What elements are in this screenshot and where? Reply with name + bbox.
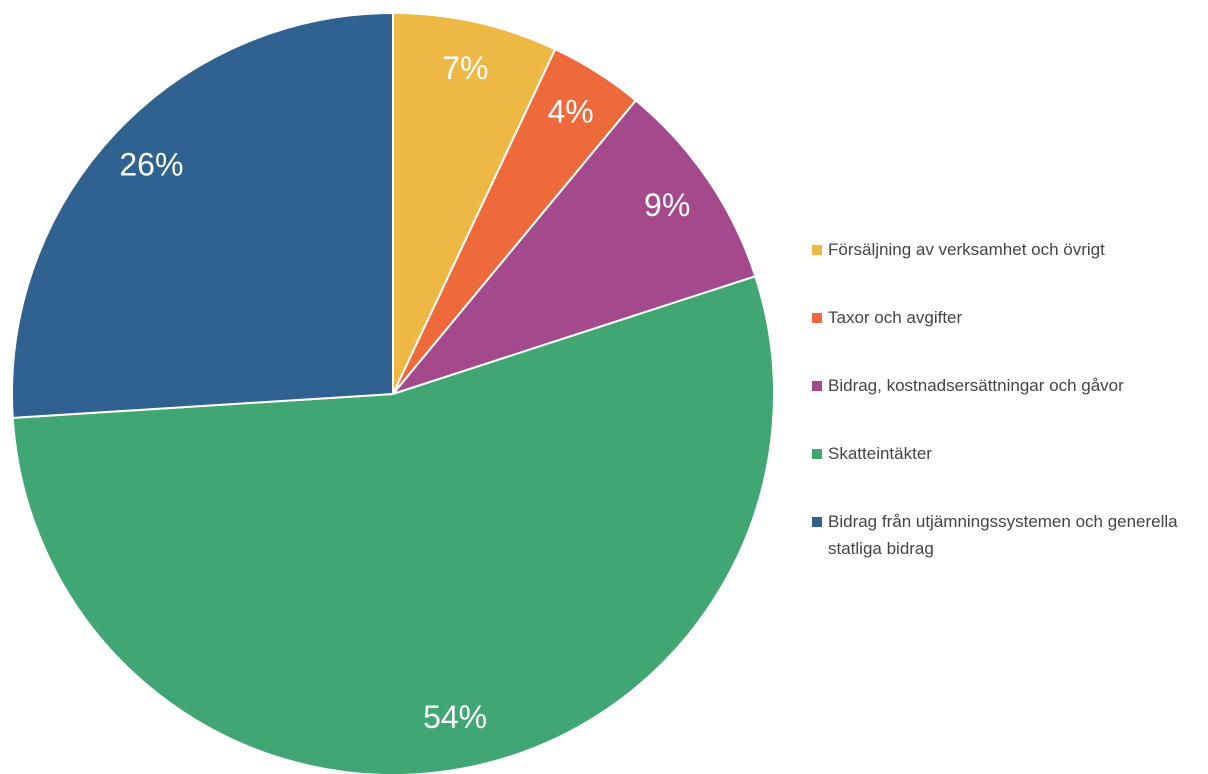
- value-label: 26%: [119, 147, 183, 183]
- legend-label: Bidrag från utjämningssystemen och gener…: [828, 512, 1178, 558]
- legend-swatch: [812, 313, 822, 323]
- pie-slice: [390, 99, 757, 397]
- pie-slice: [11, 275, 775, 774]
- legend-item: Skatteintäkter: [812, 440, 1192, 467]
- pie-slice: [11, 11, 394, 419]
- legend-label: Skatteintäkter: [828, 444, 932, 463]
- value-label: 54%: [423, 699, 487, 735]
- legend-item: Bidrag från utjämningssystemen och gener…: [812, 508, 1192, 562]
- legend-label: Försäljning av verksamhet och övrigt: [828, 240, 1105, 259]
- legend: Försäljning av verksamhet och övrigt Taxo…: [812, 236, 1192, 603]
- legend-swatch: [812, 517, 822, 527]
- legend-swatch: [812, 381, 822, 391]
- legend-item: Försäljning av verksamhet och övrigt: [812, 236, 1192, 263]
- legend-label: Taxor och avgifter: [828, 308, 963, 327]
- legend-item: Bidrag, kostnadsersättningar och gåvor: [812, 372, 1192, 399]
- value-label: 7%: [442, 50, 488, 86]
- legend-swatch: [812, 245, 822, 255]
- legend-label: Bidrag, kostnadsersättningar och gåvor: [828, 376, 1124, 395]
- legend-item: Taxor och avgifter: [812, 304, 1192, 331]
- value-label: 4%: [547, 94, 593, 130]
- value-label: 9%: [644, 187, 690, 223]
- pie-slice: [392, 11, 557, 395]
- legend-swatch: [812, 449, 822, 459]
